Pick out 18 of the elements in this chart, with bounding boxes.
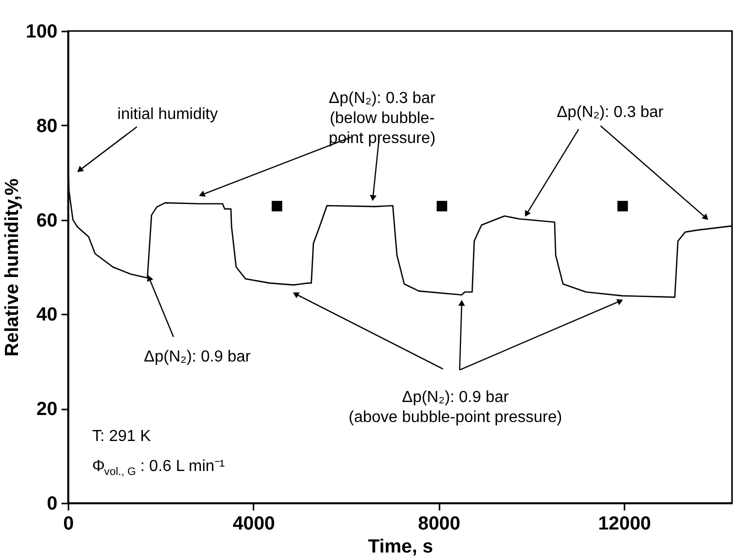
- y-tick-label: 80: [36, 116, 58, 137]
- x-tick-label: 0: [63, 514, 74, 534]
- x-tick-label: 12000: [598, 514, 651, 534]
- annotation: initial humidity: [117, 106, 218, 124]
- annotation: Δp(N₂): 0.3 bar (below bubble- point pressure): [328, 90, 436, 148]
- y-tick-label: 20: [36, 399, 58, 420]
- x-tick-label: 4000: [232, 514, 275, 534]
- y-tick-label: 100: [26, 22, 58, 42]
- annotation: Δp(N₂): 0.9 bar (above bubble-point pressure): [348, 388, 562, 426]
- x-axis-title: Time, s: [368, 536, 434, 556]
- y-tick-label: 60: [36, 210, 58, 232]
- annotation: Δp(N₂): 0.3 bar: [556, 104, 664, 122]
- annotation: T: 291 K: [92, 428, 152, 445]
- y-tick-label: 0: [46, 494, 58, 514]
- annotation: Δp(N₂): 0.9 bar: [144, 348, 252, 366]
- y-tick-label: 40: [36, 304, 58, 326]
- y-axis-title: Relative humidity,%: [2, 178, 23, 357]
- x-tick-label: 8000: [418, 514, 460, 534]
